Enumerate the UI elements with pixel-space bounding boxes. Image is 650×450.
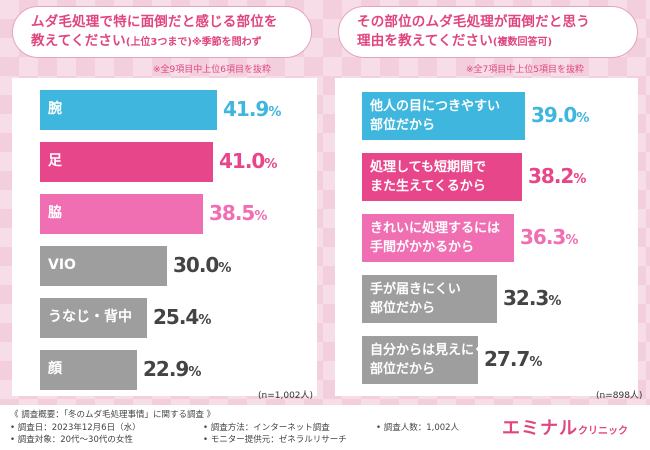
right-title-main: 理由を教えてください [357,33,493,49]
chart1-bar-3 [40,194,203,234]
left-title-tail: ※季節を問わず [191,37,262,48]
chart2-bar-2 [362,153,522,201]
chart2-bar-4 [362,275,497,323]
chart1-bar-1 [40,90,217,130]
survey-method: • 調査方法：インターネット調査 [203,423,330,433]
left-question-title: ムダ毛処理で特に面倒だと感じる部位を 教えてください(上位3つまで)※季節を問わ… [12,6,312,58]
survey-date: • 調査日：2023年12月6日（水） [10,423,141,433]
chart2-value-5: 27.7% [484,347,542,371]
chart1-category-2: 足 [48,153,62,169]
right-title-sub: (複数回答可) [492,37,553,48]
chart2-value-2: 38.2% [528,164,586,188]
chart1-value-3: 38.5% [209,201,267,225]
left-sample-size: (n=1,002人) [258,391,314,401]
left-title-sub: (上位3つまで) [125,37,192,48]
chart1-value-4: 30.0% [173,253,231,277]
survey-title: 《 調査概要：「冬のムダ毛処理事情」に関する調査 》 [10,410,216,420]
chart1-category-5: うなじ・背中 [48,309,132,325]
right-title-line2: 理由を教えてください(複数回答可) [357,32,627,52]
chart1-value-5: 25.4% [153,305,211,329]
brand-logo: エミナルクリニック [502,414,628,440]
left-note: ※全9項目中上位6項目を抜粋 [153,65,271,75]
left-title-line2: 教えてください(上位3つまで)※季節を問わず [31,32,301,52]
chart2-category-1: 他人の目につきやすい 部位だから [370,99,501,133]
left-chart-panel [12,78,317,396]
chart2-value-3: 36.3% [520,225,578,249]
chart1-value-1: 41.9% [223,97,281,121]
survey-provider: • モニター提供元：ゼネラルリサーチ [203,435,347,445]
left-title-line1: ムダ毛処理で特に面倒だと感じる部位を [31,14,278,30]
right-note: ※全7項目中上位5項目を抜粋 [466,65,584,75]
brand-main: エミナル [502,418,578,439]
survey-footer [0,405,650,450]
chart1-value-2: 41.0% [219,149,277,173]
chart2-value-1: 39.0% [531,103,589,127]
chart1-category-3: 脇 [48,205,62,221]
chart2-bar-5 [362,336,478,384]
chart1-bar-6 [40,350,137,390]
chart1-bar-2 [40,142,213,182]
chart1-value-6: 22.9% [143,357,201,381]
left-title-main: 教えてください [31,33,126,49]
chart2-category-5: 自分からは見えにくい 部位だから [370,343,500,377]
chart1-category-6: 顔 [48,361,62,377]
chart1-category-4: VIO [48,257,76,273]
survey-target: • 調査対象：20代〜30代の女性 [10,435,133,445]
chart1-bar-5 [40,298,147,338]
chart1-category-1: 腕 [48,101,62,117]
chart2-bar-3 [362,214,514,262]
chart2-bar-1 [362,92,525,140]
right-question-title: その部位のムダ毛処理が面倒だと思う 理由を教えてください(複数回答可) [338,6,638,58]
right-sample-size: (n=898人) [596,391,643,401]
chart2-category-4: 手が届きにくい 部位だから [370,282,461,316]
chart1-bar-4 [40,246,167,286]
survey-count: • 調査人数：1,002人 [376,423,460,433]
right-title-line1: その部位のムダ毛処理が面倒だと思う [357,14,590,30]
brand-sub: クリニック [578,426,628,437]
chart2-category-2: 処理しても短期間で また生えてくるから [370,160,486,194]
chart2-category-3: きれいに処理するには 手間がかかるから [370,221,501,255]
chart2-value-4: 32.3% [503,286,561,310]
